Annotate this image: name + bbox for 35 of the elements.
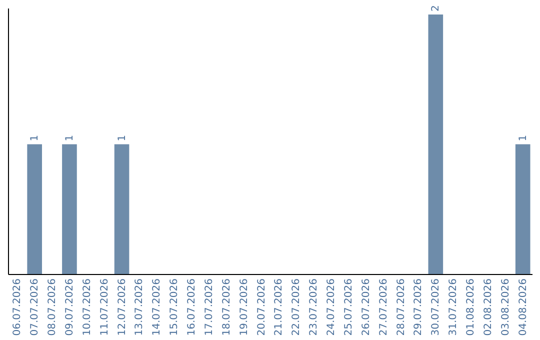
x-tick-label: 29.07.2026 [413,278,424,336]
x-tick-label: 03.08.2026 [500,278,512,336]
x-tick-label: 14.07.2026 [152,278,163,336]
data-label: 1 [64,134,76,142]
x-tick-label: 21.07.2026 [274,278,285,336]
x-tick-label: 27.07.2026 [378,278,390,336]
data-label: 1 [30,134,41,142]
x-tick-label: 04.08.2026 [518,278,529,336]
x-tick-label: 16.07.2026 [186,278,198,336]
x-tick-label: 13.07.2026 [134,278,146,336]
x-tick-label: 06.07.2026 [12,278,24,336]
x-tick-label: 17.07.2026 [204,278,215,336]
x-tick-label: 10.07.2026 [82,278,93,336]
x-tick-label: 18.07.2026 [221,278,232,336]
x-tick-label: 09.07.2026 [64,278,76,336]
x-tick-label: 20.07.2026 [256,278,268,336]
x-tick-label: 26.07.2026 [360,278,372,336]
x-tick-label: 07.07.2026 [30,278,41,336]
x-tick-label: 31.07.2026 [448,278,460,336]
x-tick-label: 30.07.2026 [430,278,442,336]
x-tick-label: 12.07.2026 [116,278,128,336]
x-tick-label: 02.08.2026 [482,278,494,336]
x-tick-label: 08.07.2026 [47,278,58,336]
x-tick-label: 11.07.2026 [99,278,110,336]
data-label: 2 [430,5,442,12]
x-tick-label: 28.07.2026 [396,278,407,336]
x-tick-label: 22.07.2026 [291,278,302,336]
x-tick-label: 01.08.2026 [466,278,477,336]
x-tick-label: 23.07.2026 [308,278,320,336]
x-tick-label: 15.07.2026 [169,278,180,336]
x-tick-label: 19.07.2026 [238,278,250,336]
x-tick-label: 24.07.2026 [326,278,338,336]
data-label: 1 [116,134,128,142]
x-tick-label: 25.07.2026 [343,278,354,336]
data-label: 1 [518,134,529,142]
